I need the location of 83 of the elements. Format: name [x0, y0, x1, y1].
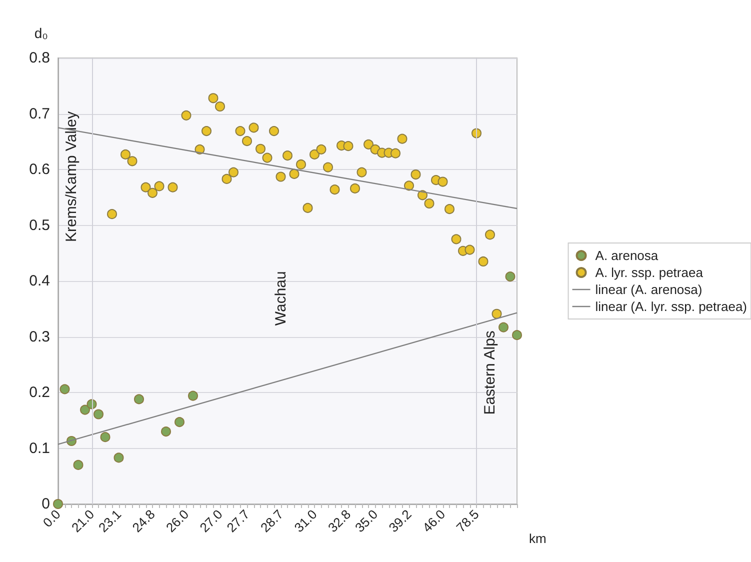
- point: [478, 256, 488, 266]
- point: [485, 230, 495, 240]
- point: [235, 126, 246, 136]
- point: [134, 394, 144, 404]
- point: [302, 202, 313, 213]
- legend-label: linear (A. arenosa): [595, 282, 702, 297]
- point: [127, 156, 138, 166]
- point: [242, 136, 252, 146]
- y-tick-label: 0.1: [29, 440, 50, 457]
- point: [181, 110, 192, 120]
- point: [424, 198, 434, 209]
- point: [282, 150, 292, 161]
- point: [512, 330, 522, 340]
- point: [289, 168, 300, 179]
- x-tick-label: 23.1: [96, 506, 124, 536]
- point: [310, 149, 320, 160]
- legend-label: linear (A. lyr. ssp. petraea): [595, 299, 748, 314]
- point: [202, 126, 212, 136]
- legend-label: A. arenosa: [595, 248, 659, 263]
- point: [222, 174, 232, 184]
- point: [174, 417, 184, 428]
- point: [364, 139, 374, 150]
- point: [161, 426, 171, 437]
- legend-label: A. lyr. ssp. petraea: [595, 265, 704, 280]
- point: [140, 182, 151, 192]
- point: [114, 452, 124, 463]
- y-tick-label: 0.4: [29, 272, 50, 290]
- annotation: Eastern Alps: [482, 330, 498, 415]
- point: [356, 167, 367, 178]
- point: [390, 148, 400, 158]
- point: [262, 152, 272, 163]
- point: [248, 122, 259, 133]
- annotation: Krems/Kamp Valley: [63, 110, 80, 242]
- point: [316, 144, 326, 154]
- point: [256, 144, 266, 154]
- point: [444, 204, 454, 214]
- x-tick-label: 32.8: [325, 506, 354, 536]
- y-tick-label: 0.8: [29, 50, 50, 66]
- y-tick-label: 0.3: [29, 328, 50, 346]
- point: [215, 102, 225, 112]
- annotation: Wachau: [272, 271, 290, 326]
- point: [296, 159, 306, 170]
- y-tick-label: 0: [42, 496, 50, 512]
- point: [60, 384, 70, 394]
- point: [451, 234, 462, 244]
- y-axis-title: d₀: [34, 25, 48, 41]
- point: [492, 308, 502, 319]
- point: [73, 460, 84, 470]
- point: [410, 170, 421, 180]
- x-tick-label: 39.2: [386, 506, 414, 536]
- point: [323, 162, 333, 172]
- point: [148, 188, 158, 198]
- point: [464, 244, 475, 255]
- point: [438, 176, 448, 187]
- point: [100, 432, 110, 442]
- y-tick-label: 0.5: [29, 216, 50, 234]
- point: [53, 499, 63, 509]
- point: [120, 149, 130, 160]
- point: [404, 180, 414, 191]
- point: [208, 93, 218, 104]
- point: [228, 167, 238, 178]
- point: [397, 134, 408, 144]
- point: [269, 126, 279, 136]
- point: [350, 183, 360, 194]
- x-tick-label: 31.0: [291, 506, 320, 536]
- point: [107, 209, 117, 220]
- x-axis-title: km: [529, 531, 546, 546]
- point: [80, 404, 90, 415]
- point: [330, 184, 340, 195]
- x-tick-label: 35.0: [352, 506, 381, 536]
- point: [168, 182, 178, 192]
- y-tick-label: 0.7: [29, 105, 50, 122]
- point: [498, 322, 508, 332]
- point: [276, 172, 286, 182]
- point: [343, 141, 354, 152]
- point: [505, 272, 516, 282]
- x-tick-label: 78.5: [453, 506, 482, 536]
- y-tick-label: 0.6: [29, 161, 50, 178]
- x-tick-label: 46.0: [420, 506, 448, 536]
- point: [154, 181, 164, 192]
- point: [94, 409, 104, 420]
- y-tick-label: 0.2: [29, 384, 50, 401]
- point: [188, 390, 198, 401]
